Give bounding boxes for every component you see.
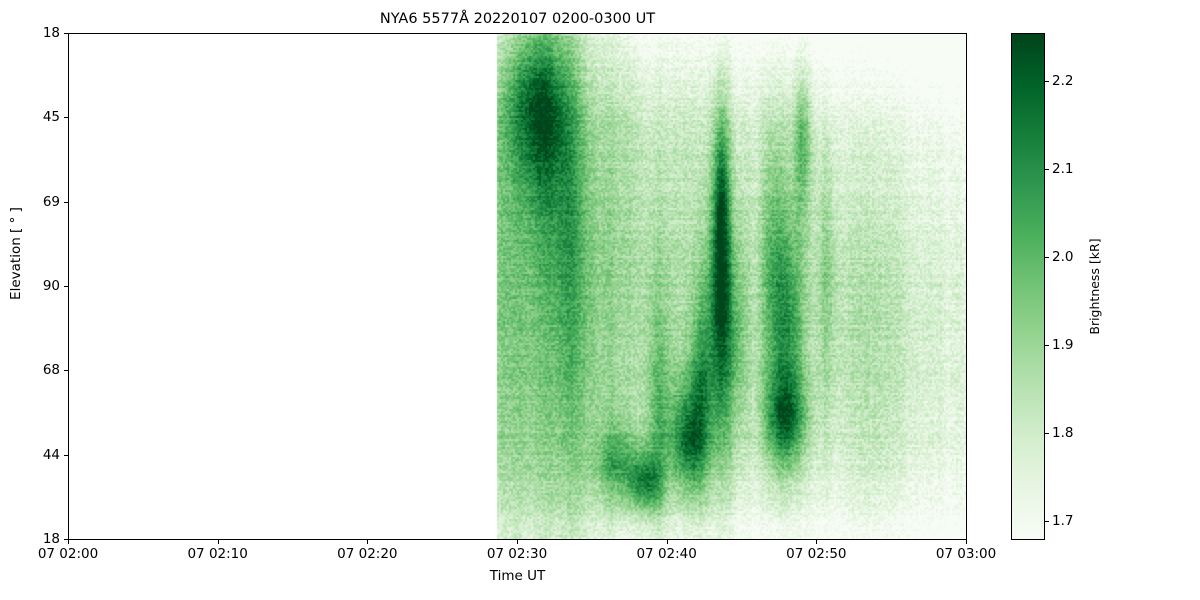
y-tick-mark bbox=[64, 539, 68, 541]
x-tick-label: 07 02:00 bbox=[37, 546, 99, 562]
x-axis-label: Time UT bbox=[489, 568, 546, 584]
x-tick-label: 07 02:30 bbox=[486, 546, 548, 562]
y-tick-label: 90 bbox=[42, 278, 60, 294]
colorbar-tick-label: 1.9 bbox=[1052, 337, 1074, 354]
x-tick-label: 07 02:40 bbox=[636, 546, 697, 562]
y-tick-label: 18 bbox=[42, 25, 60, 41]
x-tick-mark bbox=[367, 540, 369, 544]
y-tick-label: 69 bbox=[42, 193, 60, 210]
y-axis-label: Elevation [ ° ] bbox=[8, 207, 24, 300]
colorbar-tick-label: 1.8 bbox=[1052, 425, 1074, 442]
x-tick-mark bbox=[217, 540, 219, 544]
y-tick-mark bbox=[64, 117, 68, 119]
colorbar-tick-mark bbox=[1045, 345, 1049, 347]
colorbar-tick-label: 1.7 bbox=[1052, 513, 1074, 530]
keogram-axes bbox=[68, 33, 967, 540]
colorbar-tick-mark bbox=[1045, 257, 1049, 259]
x-tick-label: 07 03:00 bbox=[935, 546, 997, 562]
colorbar bbox=[1011, 33, 1045, 540]
colorbar-tick-label: 2.0 bbox=[1052, 249, 1074, 266]
x-tick-mark bbox=[666, 540, 668, 544]
x-tick-mark bbox=[68, 540, 70, 544]
x-tick-mark bbox=[966, 540, 968, 544]
x-tick-label: 07 02:20 bbox=[337, 546, 398, 562]
x-tick-label: 07 02:10 bbox=[187, 546, 248, 562]
y-tick-label: 68 bbox=[42, 362, 60, 379]
y-tick-label: 44 bbox=[42, 446, 60, 463]
colorbar-gradient bbox=[1012, 34, 1044, 539]
y-tick-mark bbox=[64, 454, 68, 456]
keogram-heatmap bbox=[69, 34, 966, 539]
y-tick-label: 18 bbox=[42, 531, 60, 547]
colorbar-tick-mark bbox=[1045, 169, 1049, 171]
x-tick-mark bbox=[517, 540, 519, 544]
colorbar-tick-mark bbox=[1045, 521, 1049, 523]
y-tick-mark bbox=[64, 370, 68, 372]
x-tick-label: 07 02:50 bbox=[786, 546, 847, 562]
y-tick-mark bbox=[64, 286, 68, 288]
page-title: NYA6 5577Å 20220107 0200-0300 UT bbox=[379, 11, 656, 27]
y-tick-label: 45 bbox=[42, 109, 60, 126]
colorbar-tick-mark bbox=[1045, 433, 1049, 435]
colorbar-tick-mark bbox=[1045, 81, 1049, 83]
x-tick-mark bbox=[816, 540, 818, 544]
y-tick-mark bbox=[64, 201, 68, 203]
colorbar-tick-label: 2.1 bbox=[1052, 161, 1074, 178]
y-tick-mark bbox=[64, 33, 68, 35]
colorbar-label: Brightness [kR] bbox=[1087, 238, 1102, 335]
colorbar-tick-label: 2.2 bbox=[1052, 73, 1074, 90]
